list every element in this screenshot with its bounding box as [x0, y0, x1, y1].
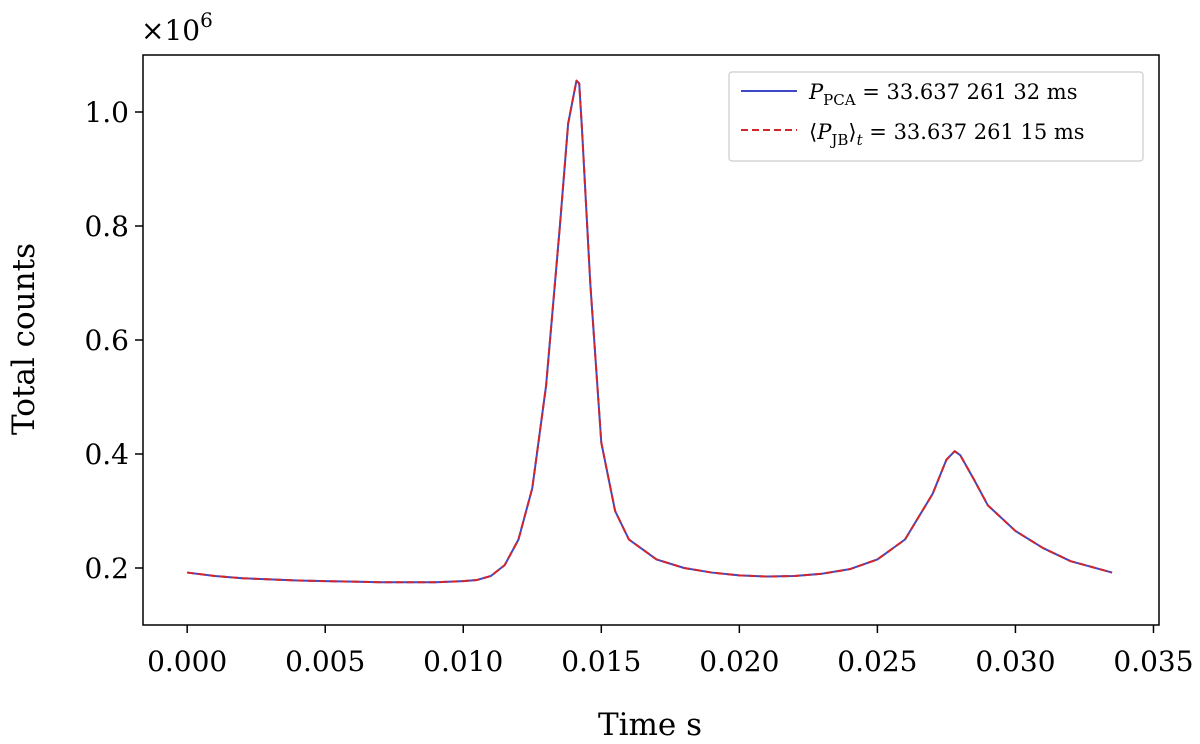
- y-tick-label: 0.4: [84, 438, 129, 471]
- y-offset-exponent: 6: [200, 8, 213, 32]
- x-tick-label: 0.000: [147, 645, 227, 678]
- legend-jb-open-bracket: ⟨: [809, 120, 817, 144]
- legend-label-jb: ⟨PJB⟩t = 33.637 261 15 ms: [809, 120, 1085, 149]
- x-tick-label: 0.020: [699, 645, 779, 678]
- legend-jb-symbol: P: [816, 120, 832, 144]
- series-layer: [187, 79, 1113, 584]
- x-tick-label: 0.005: [285, 645, 365, 678]
- y-tick-label: 0.6: [84, 324, 129, 357]
- legend-pca-value: = 33.637 261 32 ms: [856, 80, 1078, 104]
- legend-pca-symbol: P: [808, 80, 824, 104]
- legend: PPCA = 33.637 261 32 ms ⟨PJB⟩t = 33.637 …: [728, 71, 1144, 162]
- legend-box: [728, 71, 1144, 162]
- plot-area: [187, 79, 1113, 584]
- legend-jb-value: = 33.637 261 15 ms: [863, 120, 1085, 144]
- x-tick-label: 0.010: [423, 645, 503, 678]
- legend-label-pca: PPCA = 33.637 261 32 ms: [808, 80, 1078, 109]
- x-tick-label: 0.030: [975, 645, 1055, 678]
- x-tick-label: 0.035: [1113, 645, 1193, 678]
- y-offset-text: ×106: [141, 8, 213, 47]
- x-axis-label: Time s: [598, 707, 702, 743]
- x-tick-label: 0.015: [561, 645, 641, 678]
- legend-jb-subscript: JB: [829, 131, 848, 149]
- y-tick-label: 1.0: [84, 96, 129, 129]
- y-offset-base: ×10: [141, 14, 200, 47]
- y-tick-label: 0.2: [84, 552, 129, 585]
- y-tick-label: 0.8: [84, 210, 129, 243]
- x-tick-label: 0.025: [837, 645, 917, 678]
- series-line-pca: [187, 79, 1113, 584]
- legend-jb-close-bracket: ⟩: [848, 120, 856, 144]
- legend-jb-time-subscript: t: [857, 131, 864, 149]
- legend-pca-subscript: PCA: [823, 91, 856, 109]
- x-axis: 0.000 0.005 0.010 0.015 0.020 0.025 0.030 0.035: [147, 625, 1194, 678]
- y-axis-label: Total counts: [6, 243, 42, 435]
- y-axis: 0.2 0.4 0.6 0.8 1.0: [84, 96, 143, 585]
